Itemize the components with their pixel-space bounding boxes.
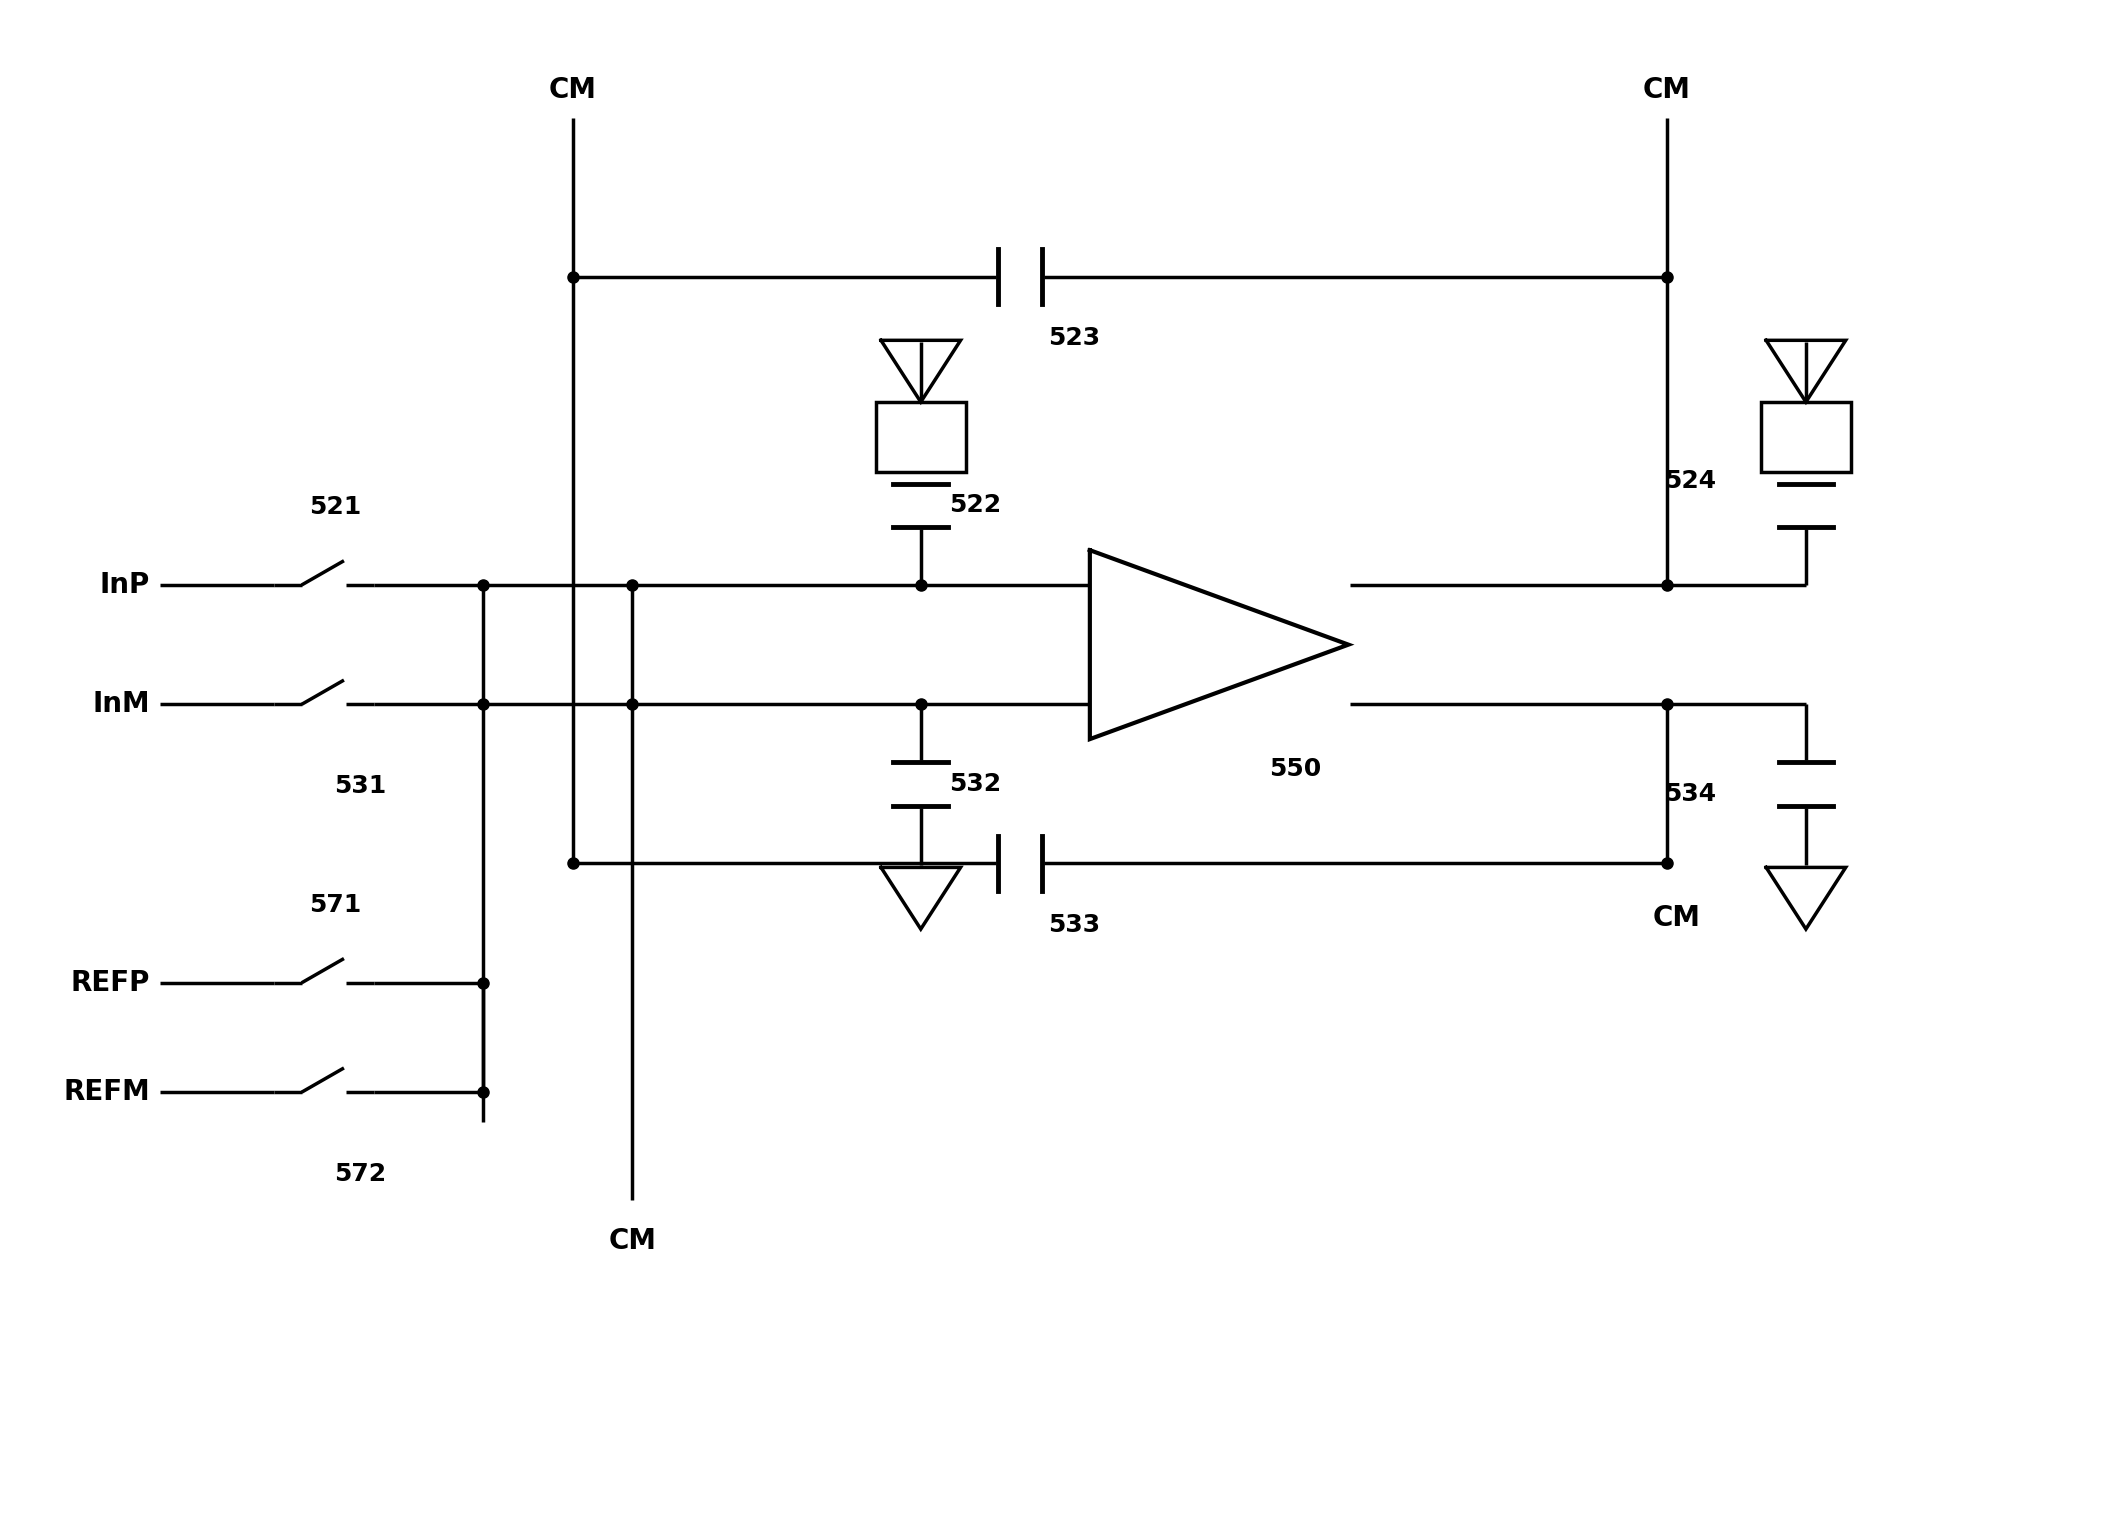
Text: 572: 572 [334, 1161, 387, 1186]
Text: 571: 571 [308, 893, 362, 917]
Text: CM: CM [1642, 76, 1691, 104]
Text: 532: 532 [949, 771, 1002, 796]
Text: CM: CM [549, 76, 598, 104]
Bar [876, 402, 966, 471]
Text: 523: 523 [1049, 326, 1100, 351]
Text: REFP: REFP [70, 969, 151, 997]
Text: REFM: REFM [64, 1077, 151, 1106]
Text: InP: InP [100, 572, 151, 599]
Text: 534: 534 [1663, 782, 1716, 806]
Text: 531: 531 [334, 774, 387, 799]
Text: 533: 533 [1049, 913, 1100, 937]
Text: CM: CM [1653, 904, 1702, 933]
Bar [1761, 402, 1850, 471]
Text: 524: 524 [1663, 468, 1716, 492]
Text: 522: 522 [949, 494, 1002, 518]
Text: CM: CM [608, 1227, 657, 1256]
Text: 521: 521 [308, 495, 362, 520]
Text: InM: InM [91, 690, 151, 718]
Text: 550: 550 [1270, 757, 1321, 780]
